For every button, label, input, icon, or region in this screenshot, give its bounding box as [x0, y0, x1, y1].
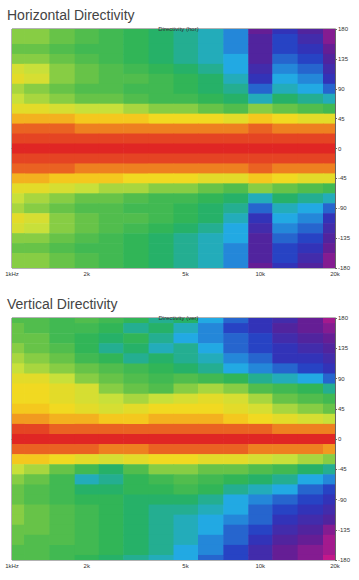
svg-text:-45: -45 — [338, 466, 347, 472]
svg-text:45: 45 — [338, 406, 345, 412]
svg-text:-90: -90 — [338, 205, 347, 211]
svg-text:-180: -180 — [338, 265, 351, 271]
svg-text:10k: 10k — [255, 563, 266, 569]
svg-text:5k: 5k — [182, 563, 189, 569]
svg-text:180: 180 — [338, 26, 349, 32]
svg-text:135: 135 — [338, 56, 349, 62]
svg-text:90: 90 — [338, 376, 345, 382]
svg-text:1kHz: 1kHz — [5, 271, 19, 277]
svg-text:2k: 2k — [84, 563, 91, 569]
svg-text:0: 0 — [338, 146, 342, 152]
svg-text:Horizontal Directivity: Horizontal Directivity — [7, 7, 135, 23]
svg-text:180: 180 — [338, 315, 349, 321]
svg-text:-90: -90 — [338, 497, 347, 503]
svg-text:20k: 20k — [330, 271, 341, 277]
svg-text:20k: 20k — [330, 563, 341, 569]
svg-text:Directivity (hor): Directivity (hor) — [158, 26, 198, 32]
svg-text:-45: -45 — [338, 175, 347, 181]
svg-text:45: 45 — [338, 116, 345, 122]
svg-text:135: 135 — [338, 345, 349, 351]
svg-text:-180: -180 — [338, 557, 351, 563]
svg-text:5k: 5k — [182, 271, 189, 277]
svg-text:2k: 2k — [84, 271, 91, 277]
svg-text:10k: 10k — [255, 271, 266, 277]
svg-text:0: 0 — [338, 436, 342, 442]
svg-text:-135: -135 — [338, 527, 351, 533]
svg-text:Directivity (ver): Directivity (ver) — [159, 315, 199, 321]
svg-text:-135: -135 — [338, 235, 351, 241]
svg-text:Vertical Directivity: Vertical Directivity — [7, 296, 117, 312]
svg-text:90: 90 — [338, 86, 345, 92]
svg-text:1kHz: 1kHz — [5, 563, 19, 569]
